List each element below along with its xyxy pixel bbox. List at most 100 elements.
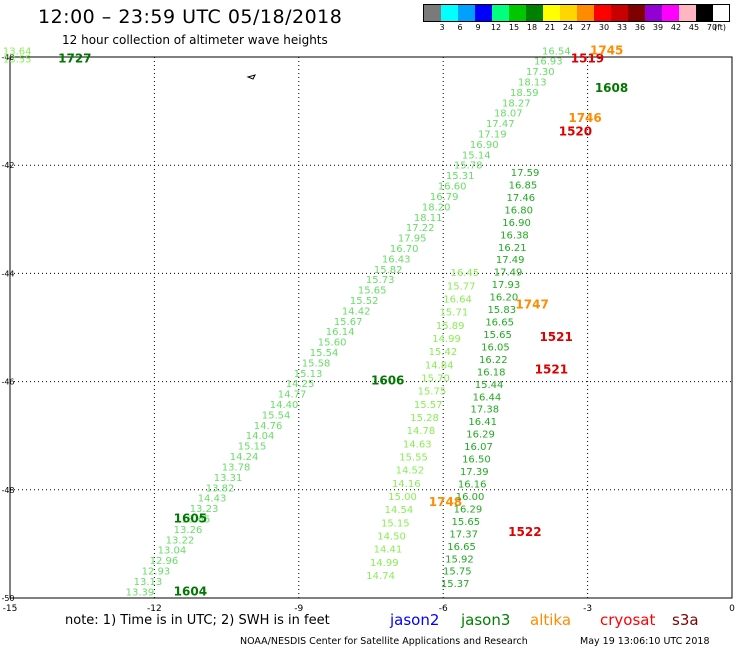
wave-height-value: 16.90 <box>502 218 531 229</box>
wave-height-value: 13.65 <box>182 514 211 525</box>
lon-tick-label: -6 <box>439 604 448 614</box>
wave-height-value: 14.41 <box>374 545 403 556</box>
color-scale-label: 15 <box>508 23 520 32</box>
wave-height-value: 14.43 <box>198 494 227 505</box>
wave-height-value: 15.78 <box>454 161 483 172</box>
color-scale-swatch <box>662 5 679 21</box>
track-time-label: 1519 <box>571 51 604 65</box>
wave-height-value: 15.54 <box>310 348 339 359</box>
wave-height-value: 17.49 <box>496 255 525 266</box>
wave-height-value: 15.65 <box>451 517 480 528</box>
wave-height-value: 14.84 <box>425 360 454 371</box>
wave-height-value: 15.57 <box>414 400 443 411</box>
wave-height-value: 17.19 <box>478 130 507 141</box>
wave-height-value: 15.75 <box>443 567 472 578</box>
color-scale-swatch <box>475 5 492 21</box>
wave-height-value: 16.29 <box>454 504 483 515</box>
color-scale-label: 30 <box>598 23 610 32</box>
color-scale-labels: 3 6 9 12 15 18 21 24 27 30 33 36 39 42 45 70 (ft) <box>423 22 730 34</box>
lon-tick-label: 0 <box>729 604 735 614</box>
color-scale-label: (ft) <box>713 23 727 32</box>
wave-height-value: 14.77 <box>278 390 307 401</box>
lat-tick-label: -50 <box>1 594 14 603</box>
color-scale-swatch <box>645 5 662 21</box>
wave-height-value: 18.11 <box>414 213 443 224</box>
color-scale-label: 39 <box>652 23 664 32</box>
color-scale-label: 6 <box>457 23 463 32</box>
wave-height-value: 15.65 <box>483 330 512 341</box>
color-scale-swatch <box>441 5 458 21</box>
color-scale-label: 3 <box>439 23 445 32</box>
wave-height-value: 16.22 <box>479 355 508 366</box>
wave-height-value: 13.78 <box>222 462 251 473</box>
wave-height-value: 15.82 <box>374 265 403 276</box>
wave-height-value: 13.39 <box>126 587 155 598</box>
wave-height-value: 14.16 <box>392 479 421 490</box>
color-scale-swatch <box>560 5 577 21</box>
wave-height-value: 14.52 <box>396 466 425 477</box>
wave-height-value: 15.31 <box>446 171 475 182</box>
lon-tick-label: -15 <box>3 604 18 614</box>
wave-height-value: 16.79 <box>430 192 459 203</box>
track-time-label: 1746 <box>568 111 601 125</box>
wave-height-value: 17.30 <box>526 67 555 78</box>
lat-tick-label: -42 <box>1 161 14 170</box>
track-time-label: 1522 <box>508 525 541 539</box>
credit-text: NOAA/NESDIS Center for Satellite Applica… <box>240 636 528 647</box>
color-scale-swatch <box>577 5 594 21</box>
wave-height-value: 14.74 <box>366 571 395 582</box>
color-scale-label: 18 <box>526 23 538 32</box>
legend-altika: altika <box>530 611 572 629</box>
lat-tick-label: -46 <box>1 378 14 387</box>
color-scale-swatch <box>679 5 696 21</box>
wave-height-value: 15.44 <box>475 380 504 391</box>
wave-height-value: 17.46 <box>506 193 535 204</box>
wave-height-value: 14.50 <box>377 532 406 543</box>
wave-height-value: 17.47 <box>486 119 515 130</box>
wave-height-value: 15.67 <box>334 317 363 328</box>
wave-height-value: 16.38 <box>500 230 529 241</box>
island-outline <box>246 74 256 80</box>
wave-height-value: 18.59 <box>510 88 539 99</box>
color-scale-label: 27 <box>580 23 592 32</box>
wave-height-value: 15.15 <box>381 518 410 529</box>
wave-height-value: 17.59 <box>511 168 540 179</box>
wave-height-value: 15.37 <box>441 579 470 590</box>
track-time-label: 1606 <box>371 373 404 387</box>
wave-height-value: 17.49 <box>494 268 523 279</box>
wave-height-value: 14.78 <box>407 426 436 437</box>
page-title: 12:00 – 23:59 UTC 05/18/2018 <box>38 6 343 28</box>
wave-height-value: 13.26 <box>174 525 203 536</box>
wave-height-value: 12.93 <box>142 566 171 577</box>
wave-height-value: 17.39 <box>460 467 489 478</box>
lat-tick-label: -48 <box>1 486 14 495</box>
wave-height-value: 16.85 <box>509 180 538 191</box>
color-scale-swatch <box>424 5 441 21</box>
wave-height-value: 16.43 <box>382 254 411 265</box>
track-time-label: 1747 <box>515 298 548 312</box>
wave-height-value: 14.42 <box>342 306 371 317</box>
wave-height-value: 14.04 <box>246 431 275 442</box>
footer-note: note: 1) Time is in UTC; 2) SWH is in fe… <box>65 613 330 628</box>
wave-height-value: 15.00 <box>388 492 417 503</box>
wave-height-value: 15.55 <box>399 453 428 464</box>
color-scale-swatch <box>628 5 645 21</box>
wave-height-value: 13.13 <box>134 577 163 588</box>
track-time-label: 1521 <box>539 330 572 344</box>
track-time-label: 1604 <box>174 584 207 598</box>
wave-height-value: 15.14 <box>462 150 491 161</box>
wave-height-value: 13.04 <box>158 546 187 557</box>
track-time-label: 1520 <box>559 124 592 138</box>
page-subtitle: 12 hour collection of altimeter wave hei… <box>62 33 328 47</box>
color-scale-label: 42 <box>670 23 682 32</box>
color-scale-label: 70 <box>706 23 718 32</box>
wave-height-value: 13.64 <box>3 46 32 57</box>
wave-height-value: 13.55 <box>3 54 32 65</box>
wave-height-value: 16.65 <box>447 542 476 553</box>
color-scale-label: 9 <box>475 23 481 32</box>
wave-height-value: 12.96 <box>150 556 179 567</box>
color-scale-label: 24 <box>562 23 574 32</box>
wave-height-value: 17.95 <box>398 234 427 245</box>
wave-height-value: 16.14 <box>326 327 355 338</box>
